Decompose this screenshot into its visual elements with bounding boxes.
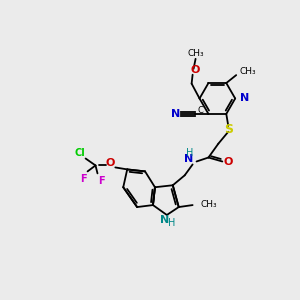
Text: S: S: [224, 123, 233, 136]
Text: CH₃: CH₃: [187, 50, 204, 58]
Text: O: O: [106, 158, 115, 169]
Text: O: O: [224, 158, 233, 167]
Text: F: F: [80, 174, 87, 184]
Text: N: N: [171, 109, 180, 119]
Text: F: F: [98, 176, 105, 186]
Text: N: N: [160, 215, 170, 225]
Text: H: H: [186, 148, 194, 158]
Text: Cl: Cl: [74, 148, 85, 158]
Text: O: O: [191, 65, 200, 75]
Text: H: H: [168, 218, 176, 228]
Text: CH₃: CH₃: [239, 67, 256, 76]
Text: N: N: [240, 94, 249, 103]
Text: N: N: [184, 154, 194, 164]
Text: CH₃: CH₃: [200, 200, 217, 208]
Text: C: C: [198, 106, 203, 116]
